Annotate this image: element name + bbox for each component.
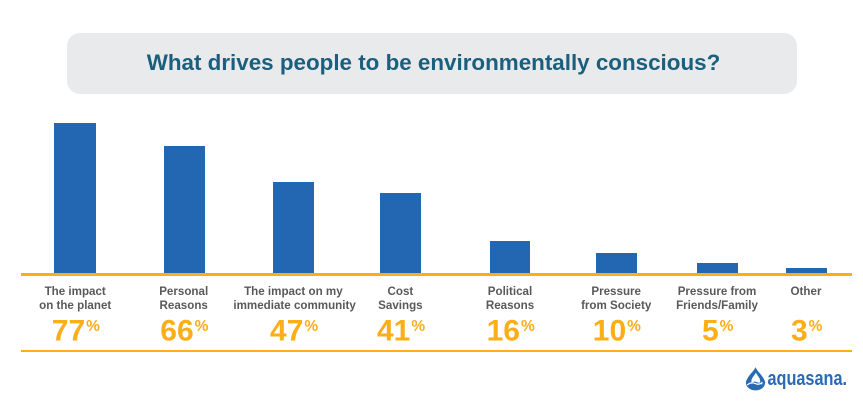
svg-text:aquasana.: aquasana. — [768, 368, 848, 390]
